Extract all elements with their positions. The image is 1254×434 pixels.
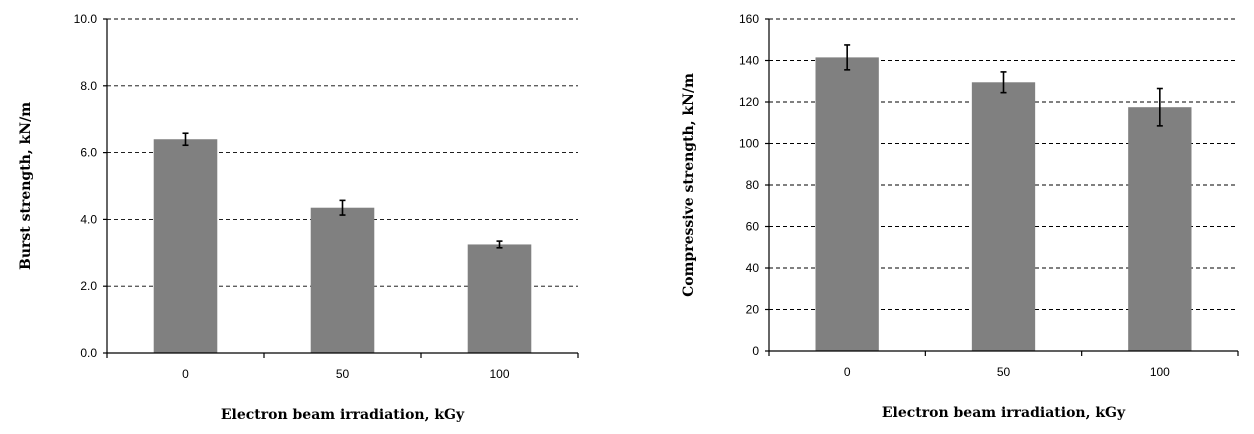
burst-x-tick-label: 50	[336, 367, 350, 381]
burst-error-bar	[496, 240, 503, 249]
compressive-y-tick-label: 80	[746, 178, 760, 192]
compressive-y-tick-label: 100	[739, 137, 759, 151]
burst-x-tick-label: 100	[489, 367, 509, 381]
burst-y-tick-label: 10.0	[74, 12, 98, 26]
compressive-y-tick-label: 40	[746, 261, 760, 275]
compressive-x-tick-label: 100	[1150, 365, 1170, 379]
compressive-y-tick-label: 120	[739, 95, 759, 109]
burst-strength-chart: 0.0 2.0 4.0 6.0 8.0 10.0 0 50 100 Electron beam i…	[18, 12, 579, 423]
burst-y-tick-label: 8.0	[80, 79, 97, 93]
compressive-error-bar	[844, 44, 851, 71]
compressive-bar	[971, 82, 1036, 351]
burst-y-tick-label: 0.0	[80, 346, 97, 360]
compressive-error-bar	[1000, 71, 1007, 94]
burst-x-axis-title: Electron beam irradiation, kGy	[221, 407, 465, 423]
burst-bar	[310, 207, 375, 353]
compressive-error-bar	[1156, 87, 1163, 127]
compressive-x-tick-label: 50	[997, 365, 1011, 379]
compressive-strength-chart: 0 20 40 60 80 100 120 140 160 0 50 100 Electron beam…	[681, 12, 1239, 421]
burst-y-tick-label: 2.0	[80, 279, 97, 293]
compressive-x-tick-label: 0	[844, 365, 851, 379]
compressive-y-tick-label: 140	[739, 54, 759, 68]
burst-y-tick-label: 6.0	[80, 146, 97, 160]
burst-y-axis-title: Burst strength, kN/m	[18, 102, 34, 270]
compressive-y-axis-title: Compressive strength, kN/m	[681, 73, 697, 297]
burst-x-tick-label: 0	[182, 367, 189, 381]
burst-error-bar	[182, 132, 189, 147]
compressive-x-axis-title: Electron beam irradiation, kGy	[882, 405, 1126, 421]
compressive-y-tick-label: 0	[752, 344, 759, 358]
compressive-y-tick-label: 60	[746, 220, 760, 234]
burst-bar	[153, 139, 218, 353]
burst-bar	[467, 244, 532, 353]
compressive-y-tick-label: 160	[739, 12, 759, 26]
compressive-bar	[1128, 107, 1192, 351]
compressive-y-tick-label: 20	[746, 303, 760, 317]
burst-error-bar	[339, 199, 346, 216]
burst-y-tick-label: 4.0	[80, 212, 97, 226]
compressive-bar	[815, 57, 879, 351]
